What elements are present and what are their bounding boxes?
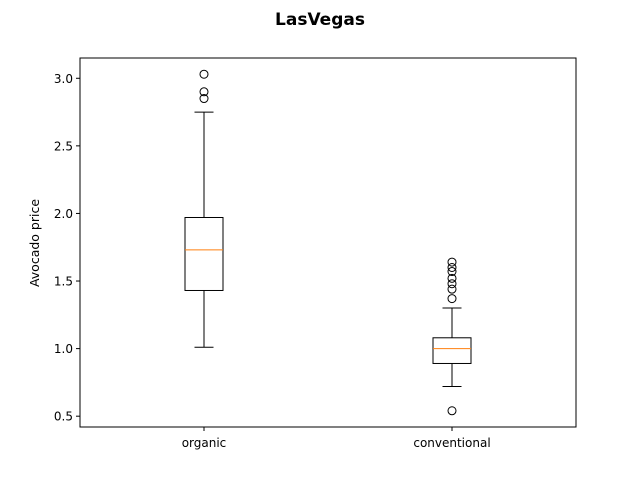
outlier-point xyxy=(447,273,457,283)
x-tick-label: organic xyxy=(182,436,227,450)
outlier-point xyxy=(199,94,209,104)
y-tick-label: 1.0 xyxy=(54,342,73,356)
outlier-point xyxy=(447,294,457,304)
box-organic xyxy=(184,69,224,348)
y-tick-label: 3.0 xyxy=(54,72,73,86)
iqr-box xyxy=(184,216,224,291)
outlier-point xyxy=(447,279,457,289)
box-conventional xyxy=(432,257,472,416)
chart-title: LasVegas xyxy=(275,10,365,30)
y-tick-label: 0.5 xyxy=(54,410,73,424)
y-tick-label: 1.5 xyxy=(54,275,73,289)
plot-area-frame xyxy=(79,57,577,428)
outlier-point xyxy=(199,69,209,79)
box-series xyxy=(184,69,472,416)
outlier-point xyxy=(447,284,457,294)
outlier-point xyxy=(447,406,457,416)
iqr-box xyxy=(432,337,472,364)
x-axis: organic conventional xyxy=(182,427,491,450)
outlier-point xyxy=(447,267,457,277)
outlier-point xyxy=(199,87,209,97)
outlier-point xyxy=(447,263,457,273)
x-tick-label: conventional xyxy=(413,436,490,450)
y-axis: 0.5 1.0 1.5 2.0 2.5 3.0 xyxy=(54,72,80,424)
y-tick-label: 2.5 xyxy=(54,139,73,153)
outlier-point xyxy=(447,257,457,267)
y-tick-label: 2.0 xyxy=(54,207,73,221)
y-axis-label: Avocado price xyxy=(27,199,42,287)
